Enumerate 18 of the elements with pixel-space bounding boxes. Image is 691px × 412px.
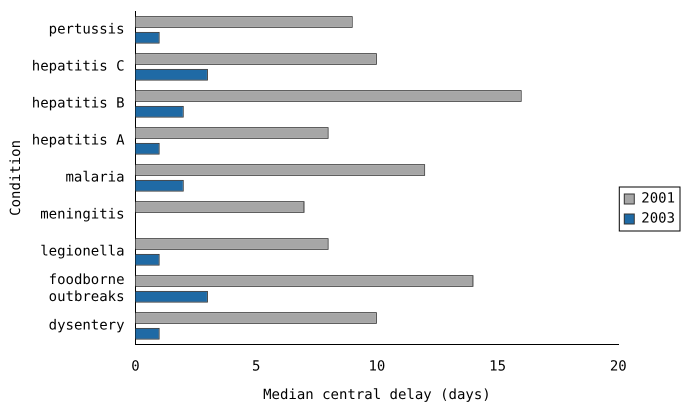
- x-tick-label: 15: [489, 358, 506, 374]
- x-tick-label: 10: [368, 358, 386, 374]
- y-axis-title: Condition: [8, 140, 24, 216]
- y-tick-label: hepatitis C: [32, 58, 125, 75]
- x-axis-title: Median central delay (days): [263, 387, 491, 404]
- y-tick-label: dysentery: [48, 318, 125, 334]
- y-tick-label: hepatitis A: [32, 132, 126, 149]
- legend-label: 2003: [641, 210, 676, 227]
- y-tick-label: legionella: [40, 244, 125, 260]
- y-tick-label: pertussis: [48, 22, 125, 38]
- y-tick-label: foodborne outbreaks: [48, 272, 125, 305]
- y-tick-label: hepatitis B: [32, 96, 125, 112]
- legend-label: 2001: [641, 190, 676, 207]
- x-tick-label: 5: [252, 358, 260, 374]
- y-tick-label: malaria: [66, 170, 125, 186]
- x-tick-label: 0: [131, 358, 140, 374]
- x-tick-label: 20: [610, 358, 627, 374]
- y-tick-label: meningitis: [40, 206, 125, 223]
